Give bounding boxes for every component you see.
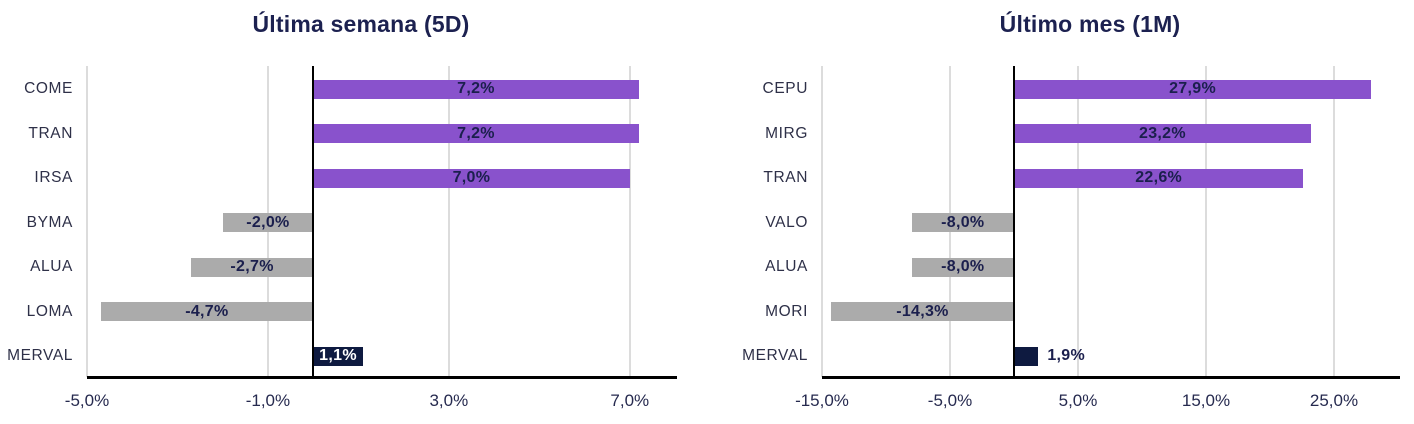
category-label-valo: VALO: [765, 213, 808, 231]
bar-mori: [830, 302, 1014, 321]
category-label-byma: BYMA: [26, 213, 73, 231]
zero-axis-line: [312, 66, 315, 378]
value-label-come: 7,2%: [457, 80, 495, 97]
bar-valo: [911, 213, 1014, 232]
bar-tran: [313, 124, 639, 143]
chart-ultima-semana-5d: Última semana (5D) 7,2% COME 7,2% TRAN 7,0% I…: [7, 11, 677, 410]
x-tick-label: 3,0%: [429, 391, 469, 410]
bar-alua: [191, 257, 314, 277]
x-tick-label: 5,0%: [1058, 391, 1098, 410]
value-label-cepu: 27,9%: [1169, 80, 1216, 97]
gridline: [821, 66, 823, 377]
gridline: [1205, 66, 1207, 377]
chart-ultimo-mes-1m: Último mes (1M) 27,9% CEPU 23,2% MIRG 22,6% T…: [707, 0, 1414, 424]
bar-cepu: [1014, 79, 1372, 99]
gridline: [447, 66, 450, 377]
value-label-byma: -2,0%: [246, 213, 290, 231]
bar-alua: [911, 257, 1014, 277]
x-axis-line: [822, 376, 1400, 379]
value-label-loma: -4,7%: [185, 302, 229, 320]
x-tick-label: 15,0%: [1181, 391, 1231, 410]
value-label-valo: -8,0%: [941, 213, 985, 231]
category-label-tran: TRAN: [28, 124, 73, 142]
bar-byma: [222, 213, 314, 232]
category-label-irsa: IRSA: [34, 169, 73, 186]
gridline: [1077, 66, 1079, 377]
bar-irsa: [313, 168, 630, 188]
category-label-mori: MORI: [765, 302, 808, 320]
category-label-mirg: MIRG: [765, 124, 808, 142]
x-tick-label: 7,0%: [610, 391, 650, 410]
value-label-tran: 22,6%: [1135, 169, 1183, 186]
category-label-alua: ALUA: [765, 258, 808, 275]
zero-axis-line: [1013, 66, 1015, 378]
category-label-cepu: CEPU: [762, 80, 808, 97]
category-label-tran: TRAN: [763, 169, 808, 186]
value-label-irsa: 7,0%: [452, 169, 491, 186]
value-label-merval: 1,9%: [1047, 347, 1085, 364]
chart-title: Última semana (5D): [252, 11, 470, 37]
gridline: [1333, 66, 1335, 377]
category-label-loma: LOMA: [26, 302, 73, 320]
x-tick-label: -15,0%: [795, 391, 849, 410]
bar-mirg: [1014, 124, 1311, 143]
x-tick-label: -1,0%: [245, 391, 291, 410]
chart-title: Último mes (1M): [999, 11, 1181, 37]
value-label-mirg: 23,2%: [1139, 124, 1186, 142]
value-label-mori: -14,3%: [896, 302, 949, 320]
bar-come: [313, 79, 639, 99]
bar-loma: [100, 302, 314, 321]
x-tick-label: -5,0%: [64, 391, 110, 410]
x-tick-label: -5,0%: [927, 391, 973, 410]
category-label-alua: ALUA: [30, 258, 73, 275]
bar-merval: [313, 346, 363, 366]
value-label-alua: -2,7%: [230, 258, 274, 275]
category-label-come: COME: [24, 80, 73, 97]
x-tick-label: 25,0%: [1309, 391, 1359, 410]
bar-merval: [1014, 346, 1039, 366]
category-label-merval: MERVAL: [742, 347, 808, 364]
bar-tran: [1014, 168, 1304, 188]
x-axis-line: [87, 376, 677, 379]
value-label-merval: 1,1%: [319, 347, 357, 364]
gridline: [628, 66, 631, 377]
value-label-tran: 7,2%: [457, 124, 495, 142]
value-label-alua: -8,0%: [941, 258, 985, 275]
category-label-merval: MERVAL: [7, 347, 73, 364]
gridline: [86, 66, 88, 377]
